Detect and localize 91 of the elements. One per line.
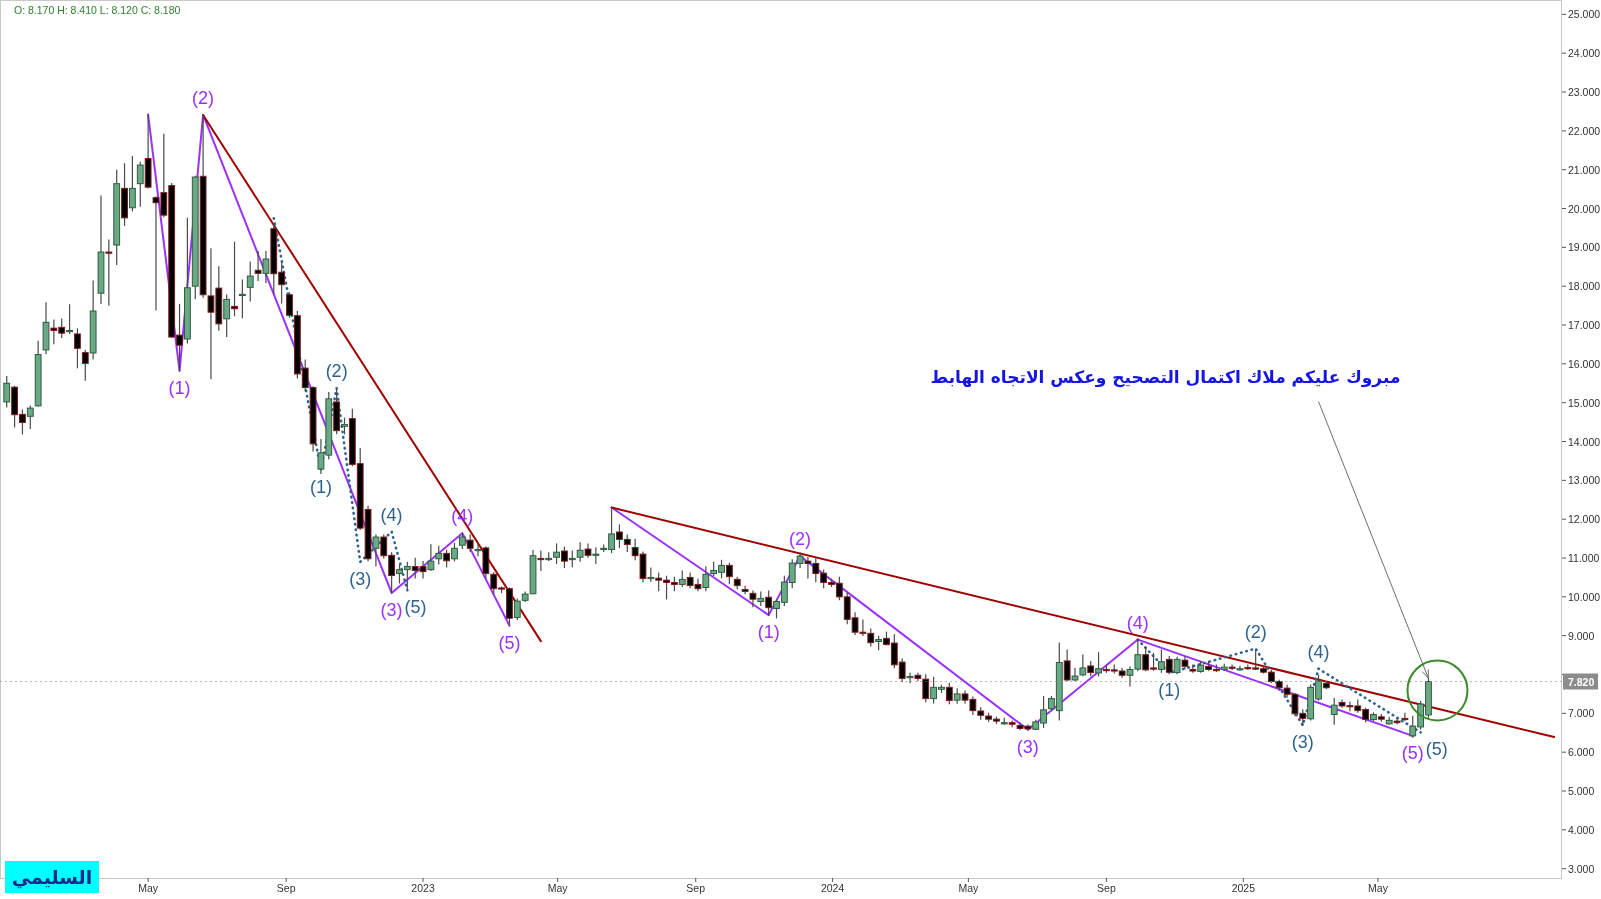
annotation: (5) [1401,742,1424,763]
y-tick-label: 25.000 [1568,8,1601,21]
candlestick [537,550,545,572]
candlestick [1063,649,1071,682]
y-tick-label: 4.000 [1568,823,1595,836]
candlestick [66,304,73,335]
x-tick-label: May [958,882,980,894]
y-tick-label: 11.000 [1568,552,1600,565]
y-tick-label: 18.000 [1568,280,1601,293]
candlestick [1330,697,1338,725]
y-tick-label: 13.000 [1568,474,1601,487]
candlestick [576,542,584,562]
annotation: (4) [1307,641,1330,662]
candlestick [238,279,246,319]
x-tick-label: Sep [1097,882,1116,894]
annotation: (2) [325,361,348,382]
y-tick-label: 16.000 [1568,357,1601,370]
candlestick [254,251,262,281]
candlestick [1393,718,1401,725]
annotation: (4) [380,504,403,525]
annotation: (1) [757,622,780,643]
x-tick-label: 2023 [411,882,435,894]
candlestick [372,534,380,567]
candlestick [223,294,231,337]
candlestick [561,546,568,568]
y-tick-label: 22.000 [1568,124,1601,137]
candlestick [702,566,710,592]
y-tick-label: 20.000 [1568,202,1601,215]
candlestick [474,541,482,557]
line-series [272,216,409,592]
candlestick [81,349,89,381]
y-tick-label: 15.000 [1568,396,1601,409]
ref-line-label: 7.820 [1568,675,1595,688]
x-tick-label: Sep [276,882,296,894]
y-tick-label: 3.000 [1568,862,1595,875]
y-tick-label: 23.000 [1568,86,1601,99]
signature: السليمي [5,861,99,893]
y-tick-label: 5.000 [1568,785,1595,798]
annotation: (3) [1016,736,1039,757]
candlestick [945,682,953,705]
y-tick-label: 7.000 [1568,707,1595,720]
annotation: (3) [349,568,372,589]
y-tick-label: 14.000 [1568,435,1601,448]
annotation: (3) [1291,732,1314,753]
candlestick [749,590,757,608]
annotation: (2) [192,87,215,108]
candlestick [136,161,144,207]
candlestick [262,251,270,283]
y-tick-label: 10.000 [1568,590,1601,603]
candlestick [129,155,136,212]
x-tick-label: 2025 [1231,882,1256,894]
annotation: (5) [498,632,521,653]
y-tick-label: 21.000 [1568,163,1601,176]
candlestick [1157,649,1165,673]
annotation: مبروك عليكم ملاك اكتمال التصحيح وعكس الاتجاه الهابط [930,367,1401,389]
annotation: (5) [404,597,427,618]
y-tick-label: 9.000 [1568,629,1595,642]
annotation: O: 8.170 H: 8.410 L: 8.120 C: 8.180 [14,4,181,16]
annotation: (2) [1244,621,1267,642]
candlestick [922,674,930,703]
annotation: (5) [1425,739,1448,760]
y-tick-label: 12.000 [1568,513,1601,526]
x-tick-label: May [547,882,569,894]
y-tick-label: 24.000 [1568,47,1601,60]
candlestick [246,261,254,302]
annotation: (2) [789,529,812,550]
annotation: (1) [168,377,191,398]
y-tick-label: 6.000 [1568,746,1595,759]
candlestick [1095,652,1102,677]
candlestick [906,672,914,684]
candlestick [3,376,11,408]
candlestick [765,590,773,616]
candlestick [231,241,238,317]
x-tick-label: May [138,882,159,894]
candlestick [105,239,113,306]
candlestick [725,562,733,585]
candlestick [26,405,34,429]
y-tick-label: 17.000 [1568,319,1601,332]
candlestick [553,543,560,565]
candlestick [74,328,81,369]
x-tick-label: Sep [686,882,706,894]
candlestick [427,544,435,572]
x-tick-label: 2024 [820,882,845,894]
candlestick [1401,712,1409,721]
candlestick [741,585,749,595]
annotation: (3) [380,599,403,620]
x-tick-label: May [1368,882,1389,894]
annotation: (1) [309,477,332,498]
y-tick-label: 19.000 [1568,241,1601,254]
annotation: السليمي [11,866,93,889]
annotation: (4) [1126,612,1149,633]
